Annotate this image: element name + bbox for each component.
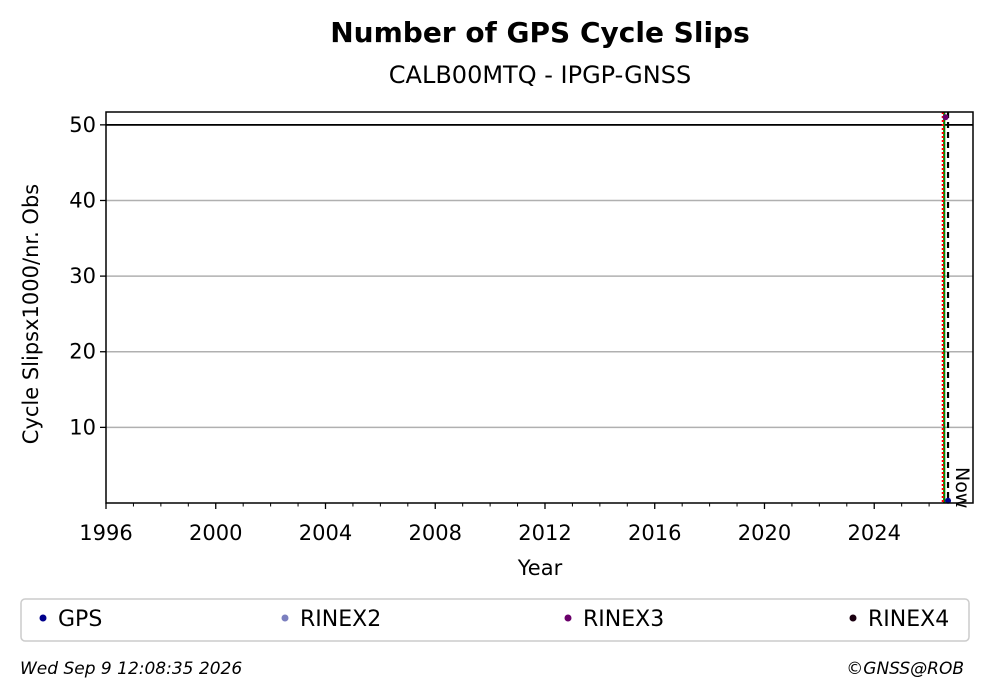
y-tick-label: 50 <box>69 113 96 137</box>
now-line-label: Now <box>951 467 973 508</box>
x-axis-label: Year <box>517 556 563 580</box>
legend-label: RINEX2 <box>300 607 381 632</box>
grid-lines <box>106 124 973 429</box>
chart-subtitle: CALB00MTQ - IPGP-GNSS <box>389 61 691 89</box>
x-tick-label: 1996 <box>79 521 132 545</box>
legend-frame <box>20 598 970 642</box>
x-tick-label: 2004 <box>299 521 352 545</box>
legend: GPS RINEX2 RINEX3 RINEX4 <box>20 598 970 642</box>
vertical-lines <box>941 112 950 503</box>
legend-marker <box>39 614 47 622</box>
legend-marker <box>849 614 857 622</box>
y-tick-label: 20 <box>69 340 96 364</box>
legend-label: GPS <box>58 607 102 632</box>
footer-credit: ©GNSS@ROB <box>846 659 964 679</box>
x-tick-label: 2016 <box>628 521 681 545</box>
legend-label: RINEX4 <box>868 607 949 632</box>
y-tick-label: 10 <box>69 415 96 439</box>
data-points <box>942 114 952 504</box>
x-axis-ticks: 1996 2000 2004 2008 2012 2016 2020 2024 <box>79 503 958 545</box>
data-point-rinex3 <box>942 114 949 121</box>
legend-marker <box>564 614 572 622</box>
y-tick-label: 40 <box>69 188 96 212</box>
data-point-gps <box>945 497 952 504</box>
x-tick-label: 2008 <box>409 521 462 545</box>
y-axis-ticks: 10 20 30 40 50 <box>69 113 106 439</box>
y-axis-label: Cycle Slipsx1000/nr. Obs <box>19 184 43 444</box>
plot-frame <box>105 111 974 504</box>
footer-timestamp: Wed Sep 9 12:08:35 2026 <box>20 659 242 679</box>
x-tick-label: 2024 <box>848 521 901 545</box>
y-tick-label: 30 <box>69 264 96 288</box>
chart-title: Number of GPS Cycle Slips <box>330 16 750 49</box>
legend-label: RINEX3 <box>583 607 664 632</box>
x-tick-label: 2012 <box>518 521 571 545</box>
legend-marker <box>281 614 289 622</box>
x-tick-label: 2000 <box>189 521 242 545</box>
x-tick-label: 2020 <box>738 521 791 545</box>
